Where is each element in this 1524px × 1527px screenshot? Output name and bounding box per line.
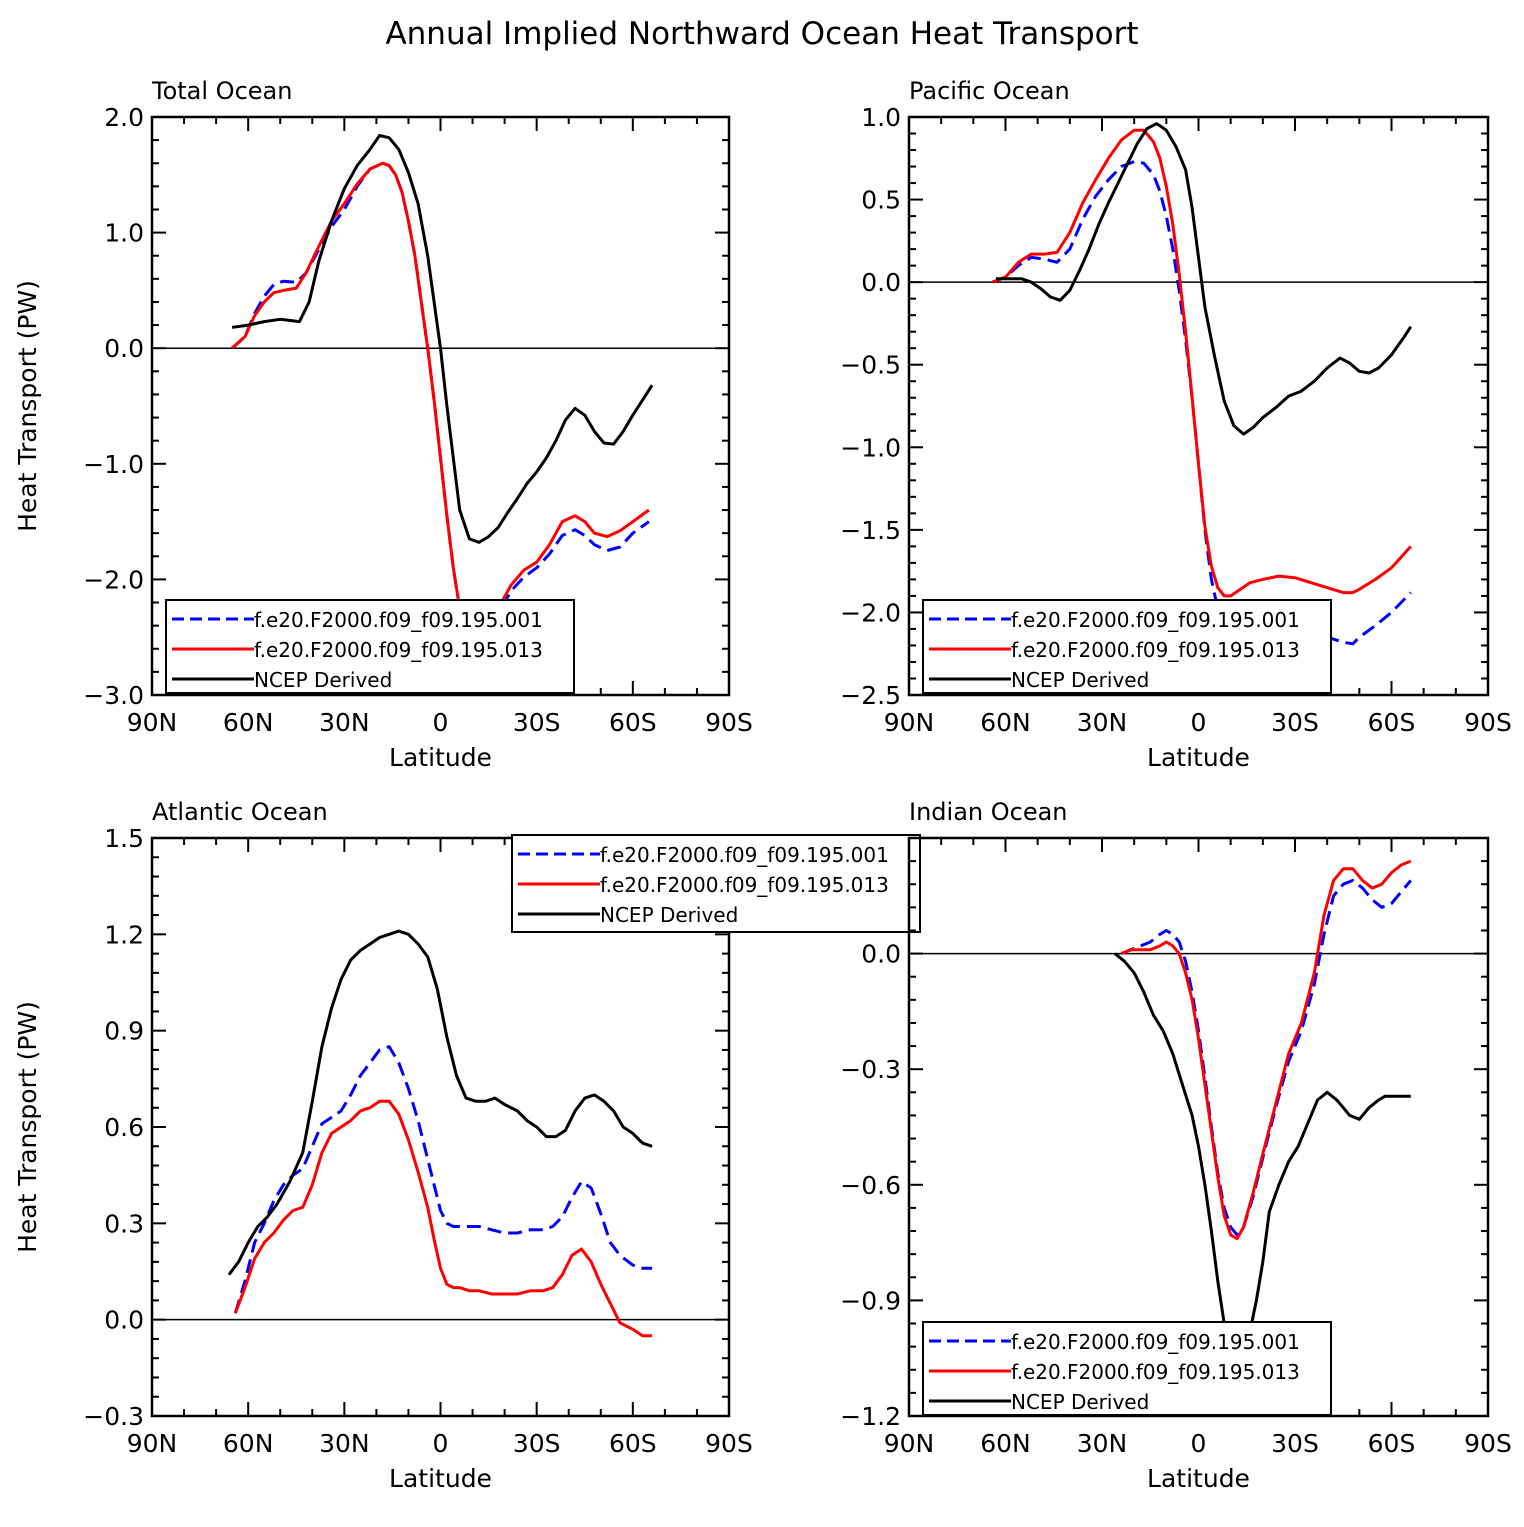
- y-tick-label: 1.0: [861, 103, 901, 132]
- x-tick-label: 30S: [1271, 708, 1319, 737]
- x-axis-label: Latitude: [389, 1464, 492, 1493]
- x-tick-label: 0: [433, 708, 449, 737]
- y-tick-label: 2.0: [104, 103, 144, 132]
- x-tick-label: 90S: [705, 1429, 753, 1458]
- y-tick-label: 0.6: [104, 1113, 144, 1142]
- x-axis-label: Latitude: [1147, 1464, 1250, 1493]
- y-tick-label: 0.3: [104, 1209, 144, 1238]
- legend-label-0: f.e20.F2000.f09_f09.195.001: [600, 843, 889, 867]
- legend: f.e20.F2000.f09_f09.195.001 f.e20.F2000.f…: [922, 599, 1332, 694]
- x-tick-label: 0: [1191, 1429, 1207, 1458]
- y-tick-label: −1.0: [83, 450, 144, 479]
- y-tick-label: 1.5: [104, 824, 144, 853]
- y-tick-label: −2.0: [83, 565, 144, 594]
- y-tick-label: 1.0: [104, 219, 144, 248]
- y-tick-label: 0.0: [104, 1306, 144, 1335]
- series-line-2: [1113, 952, 1411, 1360]
- x-tick-label: 30N: [319, 708, 370, 737]
- y-tick-label: −0.9: [840, 1286, 901, 1315]
- x-tick-label: 90S: [705, 708, 753, 737]
- y-axis-label: Heat Transport (PW): [13, 1001, 42, 1253]
- y-tick-label: 1.2: [104, 920, 144, 949]
- x-tick-label: 60N: [223, 1429, 274, 1458]
- x-tick-label: 60S: [609, 708, 657, 737]
- y-tick-label: 0.0: [861, 940, 901, 969]
- x-tick-label: 30N: [319, 1429, 370, 1458]
- panel-total-ocean: Total Ocean −3.0 −2.0 −1.0 0.0 1.0 2.0 90N 60N 30…: [13, 77, 753, 772]
- series-line-1: [1120, 859, 1412, 1241]
- legend-label-1: f.e20.F2000.f09_f09.195.013: [600, 873, 889, 897]
- y-tick-label: −0.5: [840, 351, 901, 380]
- panel-title: Total Ocean: [151, 77, 292, 105]
- series-line-1: [231, 161, 650, 645]
- x-tick-label: 90N: [127, 1429, 178, 1458]
- series-line-1: [992, 128, 1412, 598]
- legend: f.e20.F2000.f09_f09.195.001 f.e20.F2000.f…: [922, 1321, 1332, 1416]
- x-tick-label: 30N: [1077, 1429, 1128, 1458]
- x-tick-label: 0: [433, 1429, 449, 1458]
- y-tick-label: −2.0: [840, 598, 901, 627]
- legend: f.e20.F2000.f09_f09.195.001 f.e20.F2000.f…: [511, 834, 921, 933]
- legend-label-1: f.e20.F2000.f09_f09.195.013: [1011, 638, 1300, 662]
- panel-pacific-ocean: Pacific Ocean −2.5 −2.0 −1.5 −1.0 −0.5 0.0 0.5 1…: [840, 77, 1512, 772]
- legend-label-2: NCEP Derived: [1011, 1390, 1149, 1414]
- x-tick-label: 30S: [1271, 1429, 1319, 1458]
- legend-label-2: NCEP Derived: [600, 903, 738, 927]
- y-tick-label: −1.5: [840, 516, 901, 545]
- x-tick-label: 60S: [1368, 708, 1416, 737]
- series-line-0: [1120, 878, 1412, 1237]
- y-axis-label: Heat Transport (PW): [13, 280, 42, 532]
- y-tick-label: −2.5: [840, 681, 901, 710]
- y-tick-label: 0.0: [104, 334, 144, 363]
- legend-label-0: f.e20.F2000.f09_f09.195.001: [1011, 1330, 1300, 1354]
- x-tick-label: 60N: [223, 708, 274, 737]
- x-tick-label: 60N: [980, 708, 1031, 737]
- x-tick-label: 90S: [1464, 1429, 1512, 1458]
- x-tick-label: 60N: [980, 1429, 1031, 1458]
- series-line-1: [233, 1099, 653, 1338]
- legend-label-0: f.e20.F2000.f09_f09.195.001: [254, 608, 543, 632]
- legend-label-2: NCEP Derived: [1011, 668, 1149, 692]
- y-tick-label: −0.6: [840, 1171, 901, 1200]
- y-tick-label: 0.9: [104, 1017, 144, 1046]
- panels: Total Ocean −3.0 −2.0 −1.0 0.0 1.0 2.0 90N 60N 30…: [13, 77, 1512, 1493]
- y-tick-label: −3.0: [83, 681, 144, 710]
- legend-label-0: f.e20.F2000.f09_f09.195.001: [1011, 608, 1300, 632]
- x-tick-label: 30S: [513, 708, 561, 737]
- panel-atlantic-ocean: Atlantic Ocean −0.3 0.0 0.3 0.6 0.9 1.2 1.5 90N 6…: [13, 798, 921, 1493]
- panel-title: Pacific Ocean: [909, 77, 1070, 105]
- legend-label-1: f.e20.F2000.f09_f09.195.013: [1011, 1360, 1300, 1384]
- x-tick-label: 90S: [1464, 708, 1512, 737]
- x-tick-label: 30N: [1077, 708, 1128, 737]
- figure-title: Annual Implied Northward Ocean Heat Tran…: [385, 16, 1138, 52]
- x-tick-label: 90N: [127, 708, 178, 737]
- x-tick-label: 0: [1191, 708, 1207, 737]
- y-tick-label: −1.0: [840, 433, 901, 462]
- legend-label-1: f.e20.F2000.f09_f09.195.013: [254, 638, 543, 662]
- panel-indian-ocean: Indian Ocean −1.2 −0.9 −0.6 −0.3 0.0 90N 60N 30N…: [840, 798, 1512, 1493]
- panel-title: Atlantic Ocean: [152, 798, 328, 826]
- y-tick-label: 0.5: [861, 186, 901, 215]
- y-tick-label: 0.0: [861, 268, 901, 297]
- x-axis-label: Latitude: [389, 743, 492, 772]
- series-line-0: [233, 1045, 653, 1314]
- x-tick-label: 60S: [609, 1429, 657, 1458]
- x-tick-label: 90N: [884, 1429, 935, 1458]
- series-line-2: [227, 929, 653, 1276]
- y-tick-label: −0.3: [83, 1402, 144, 1431]
- series-line-2: [231, 134, 654, 544]
- series-line-0: [231, 161, 650, 647]
- series-line-0: [992, 160, 1412, 646]
- x-tick-label: 30S: [513, 1429, 561, 1458]
- y-tick-label: −1.2: [840, 1402, 901, 1431]
- x-axis-label: Latitude: [1147, 743, 1250, 772]
- series-line-2: [995, 122, 1413, 436]
- x-tick-label: 60S: [1368, 1429, 1416, 1458]
- legend: f.e20.F2000.f09_f09.195.001 f.e20.F2000.f…: [165, 599, 575, 694]
- legend-label-2: NCEP Derived: [254, 668, 392, 692]
- y-tick-label: −0.3: [840, 1055, 901, 1084]
- x-tick-label: 90N: [884, 708, 935, 737]
- panel-title: Indian Ocean: [909, 798, 1068, 826]
